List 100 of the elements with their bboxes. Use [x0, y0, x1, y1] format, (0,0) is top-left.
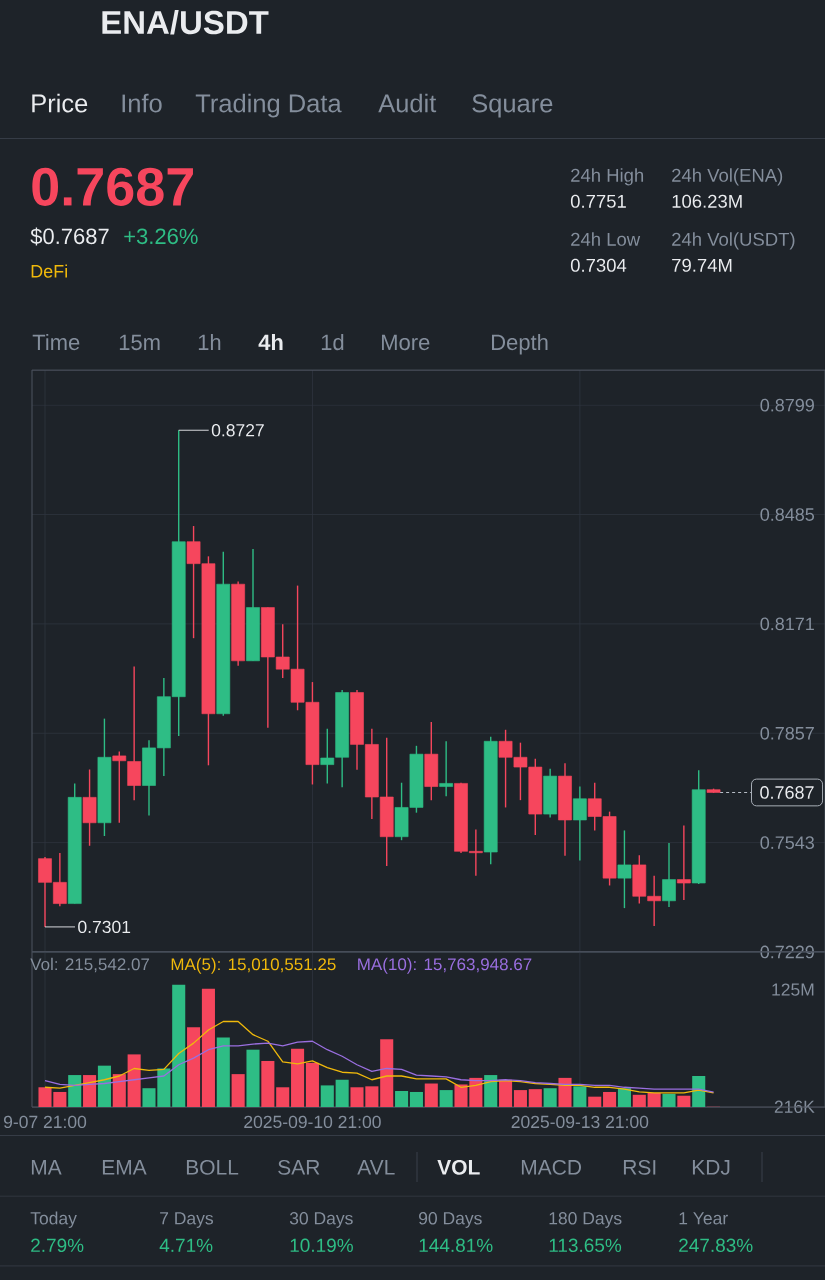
y-tick-label: 0.7543: [760, 836, 815, 849]
text: 24h Vol(USDT): [672, 232, 795, 250]
bar: [261, 1060, 275, 1107]
candlestick: [677, 824, 691, 901]
bar: [305, 1062, 319, 1107]
bar: [558, 1077, 572, 1107]
candlestick: [320, 728, 335, 785]
text: BOLL: [186, 1159, 239, 1175]
bar: [632, 1094, 646, 1107]
text: MA(10): 15,763,948.67: [358, 957, 532, 974]
text: MACD: [521, 1159, 582, 1175]
annotation: 0.7301: [78, 920, 131, 934]
text: MA(5): 15,010,551.25: [171, 957, 336, 974]
text: ENA/USDT: [102, 9, 269, 35]
text: 2.79%: [31, 1238, 84, 1253]
bar: [276, 1087, 290, 1107]
bar: [528, 1089, 542, 1107]
text: 24h High: [571, 168, 644, 186]
bar: [335, 1079, 349, 1107]
bar: [231, 1074, 245, 1107]
candlestick: [112, 750, 127, 824]
y-tick-label: 0.7229: [760, 945, 814, 959]
bar: [172, 984, 186, 1107]
annotation: Vol: 215,542.07: [30, 957, 150, 973]
text: VOL: [437, 1159, 480, 1175]
bar: [499, 1079, 513, 1107]
text: 1h: [198, 333, 221, 350]
bar: [395, 1091, 409, 1107]
bar: [573, 1086, 587, 1107]
bar: [68, 1075, 82, 1107]
y-tick-label: 0.8799: [760, 398, 814, 412]
text: 4.71%: [159, 1238, 213, 1252]
bar: [291, 1048, 305, 1107]
annotation: 0.8727: [211, 424, 264, 437]
candlestick: [662, 842, 676, 908]
text: Square: [472, 94, 553, 118]
y-tick-label: 125M: [772, 983, 814, 996]
bar: [201, 988, 215, 1107]
text: Info: [122, 93, 162, 113]
candlestick: [617, 829, 632, 909]
text: MA: [31, 1160, 62, 1175]
bar: [662, 1093, 676, 1107]
text: 30 Days: [289, 1212, 353, 1228]
text: 7 Days: [160, 1212, 214, 1228]
text: Audit: [378, 93, 437, 113]
bar: [439, 1090, 453, 1107]
text: 79.74M: [672, 258, 732, 272]
text: 4h: [258, 333, 283, 350]
text: Time: [32, 333, 80, 351]
text: 144.81%: [419, 1238, 493, 1253]
x-tick-label: 2025-09-10 21:00: [244, 1115, 381, 1129]
text: 0.7304: [570, 258, 627, 272]
text: 10.19%: [290, 1238, 353, 1253]
text: Today: [30, 1211, 77, 1228]
y-tick-label: 0.7857: [760, 726, 814, 740]
candlestick: [573, 785, 587, 862]
bar: [127, 1054, 141, 1107]
ref-line-label: 0.7687: [760, 786, 814, 799]
bar: [97, 1065, 111, 1107]
text: KDJ: [692, 1160, 730, 1175]
text: 180 Days: [549, 1212, 622, 1228]
text: $0.7687: [30, 227, 109, 246]
bar: [409, 1091, 423, 1107]
bar: [647, 1092, 661, 1107]
text: 15m: [119, 334, 160, 351]
x-tick-label: 9-07 21:00: [3, 1115, 87, 1129]
bar: [83, 1075, 97, 1107]
text: 113.65%: [549, 1238, 622, 1253]
bar: [588, 1096, 602, 1107]
bar: [603, 1091, 617, 1107]
text: RSI: [623, 1159, 656, 1175]
bar: [320, 1085, 334, 1107]
text: 24h Vol(ENA): [672, 168, 783, 186]
text: 90 Days: [419, 1212, 482, 1228]
text: EMA: [102, 1160, 147, 1175]
text: 0.7687: [32, 167, 193, 206]
text: 1d: [321, 333, 344, 351]
y-tick-label: 0.8485: [760, 508, 815, 521]
bar: [543, 1088, 557, 1107]
text: SAR: [278, 1159, 320, 1175]
x-tick-label: 2025-09-13 21:00: [511, 1115, 649, 1129]
text: +3.26%: [124, 228, 198, 245]
text: Trading Data: [195, 93, 342, 118]
y-tick-label: 216K: [774, 1100, 815, 1113]
text: 1 Year: [679, 1212, 728, 1225]
bar: [617, 1088, 631, 1107]
bar: [677, 1095, 691, 1107]
text: 247.83%: [679, 1238, 753, 1253]
bar: [216, 1037, 230, 1107]
bar: [692, 1076, 706, 1107]
text: DeFi: [31, 264, 67, 278]
text: AVL: [357, 1160, 395, 1175]
text: 24h Low: [571, 232, 641, 246]
text: 106.23M: [672, 194, 742, 208]
text: More: [382, 334, 430, 351]
bar: [187, 1027, 201, 1107]
candlestick: [439, 740, 453, 798]
y-tick-label: 0.8171: [760, 617, 814, 631]
bar: [246, 1049, 260, 1107]
text: Price: [32, 93, 88, 113]
